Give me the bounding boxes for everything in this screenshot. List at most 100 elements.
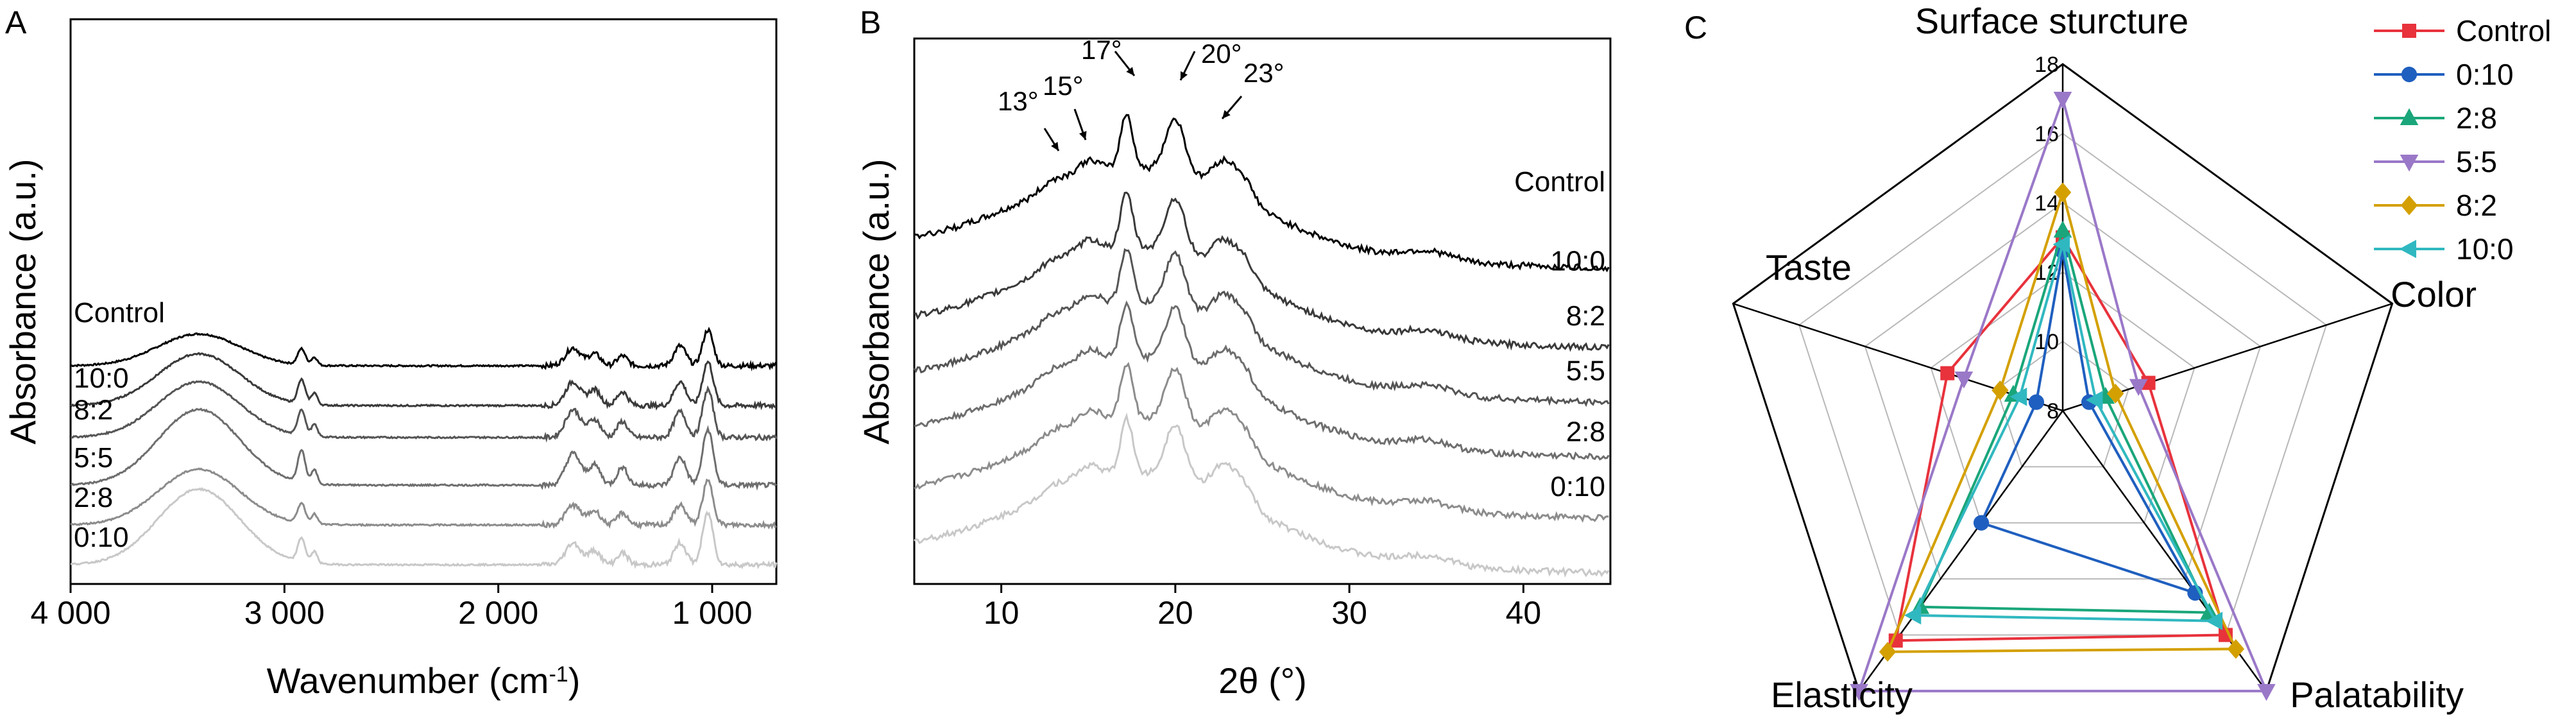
ftir-curve-label: 0:10 [74, 522, 129, 553]
peak-annotation: 17° [1081, 35, 1122, 65]
peak-arrow-head [1222, 110, 1231, 119]
radar-spoke [1733, 302, 2063, 412]
ftir-curve-label: 10:0 [74, 363, 129, 394]
xrd-curve-2:8 [914, 361, 1609, 523]
radar-point [2400, 108, 2419, 125]
x-tick-label: 40 [1506, 595, 1542, 631]
legend: Control 0:10 2:8 5:5 8:2 10:0 [2374, 14, 2551, 266]
radar-axis-label: Taste [1766, 247, 1852, 287]
panel-b-plot-frame [913, 37, 1612, 585]
radar-point [1940, 366, 1955, 381]
ftir-curve-0:10 [70, 487, 778, 570]
x-tick-label: 4 000 [30, 595, 110, 631]
ftir-curve-label: 8:2 [74, 395, 113, 426]
ftir-curve-5:5 [70, 407, 778, 491]
x-tick-label: 20 [1157, 595, 1193, 631]
xrd-curve-label: Control [1514, 166, 1605, 198]
legend-entry: 10:0 [2456, 232, 2514, 266]
x-tick-label: 30 [1331, 595, 1367, 631]
peak-arrow-head [1051, 142, 1059, 151]
radar-tick-label: 8 [2047, 399, 2059, 424]
radar-point [2009, 388, 2027, 406]
radar-axis-label: Surface sturcture [1915, 1, 2188, 41]
xrd-curve-label: 2:8 [1566, 416, 1605, 448]
panel-a-y-axis-title: Absorbance (a.u.) [3, 159, 43, 444]
ftir-curve-label: 5:5 [74, 442, 113, 474]
radar-point [2401, 66, 2418, 83]
xrd-curve-8:2 [913, 248, 1610, 407]
ftir-curve-label: 2:8 [74, 482, 113, 513]
panel-a-x-axis-title: Wavenumber (cm-1) [267, 660, 581, 701]
panel-a: A Control 10:08:2 5:5 2:8 0:10 4 000 3 000 2 0… [3, 4, 778, 701]
panel-a-letter: A [5, 4, 27, 40]
radar-point [2052, 235, 2070, 254]
ftir-curve-8:2 [70, 380, 778, 443]
radar-grid-ring [1864, 201, 2262, 580]
x-tick-label: 2 000 [458, 595, 538, 631]
radar-point [1879, 642, 1897, 662]
x-tick-label: 3 000 [244, 595, 325, 631]
panel-b-y-axis-title: Absorbance (a.u.) [856, 159, 896, 444]
radar-tick-label: 18 [2034, 53, 2059, 77]
radar-tick-label: 14 [2034, 191, 2059, 216]
radar-axis-label: Elasticity [1771, 674, 1913, 715]
radar-point [2218, 628, 2233, 642]
radar-point [2085, 391, 2103, 409]
radar-grid-ring [1930, 271, 2196, 524]
radar-axis-labels: Surface sturcture Color Palatability Elasti… [1766, 1, 2477, 715]
x-tick-label: 1 000 [672, 595, 752, 631]
radar-point [2399, 239, 2416, 259]
peak-annotation: 20° [1201, 39, 1242, 69]
radar-grid-ring [1798, 132, 2328, 636]
panel-b-annotations: 13°15° 17° 20°23° [998, 35, 1284, 151]
radar-series-8:2 [1885, 187, 2238, 653]
radar-point [2106, 383, 2124, 404]
radar-point [2205, 612, 2223, 630]
radar-point [2400, 195, 2418, 216]
ftir-curve-Control [70, 327, 778, 372]
radar-series-Control [1894, 235, 2228, 642]
radar-point [2053, 92, 2072, 109]
xrd-curve-label: 5:5 [1566, 356, 1605, 387]
peak-arrow-head [1181, 71, 1188, 80]
peak-annotation: 13° [998, 86, 1039, 116]
radar-axis-label: Palatability [2290, 674, 2464, 715]
peak-arrow-head [1079, 131, 1087, 140]
radar-point [1973, 515, 1990, 531]
radar-point [2227, 639, 2244, 659]
peak-annotation: 15° [1043, 71, 1084, 101]
panel-b-curves: Control 10:0 8:2 5:5 2:8 0:10 [913, 114, 1610, 578]
radar-point [2129, 379, 2148, 397]
radar-point [2402, 24, 2416, 38]
legend-entry: Control [2456, 14, 2551, 47]
peak-annotation: 23° [1243, 58, 1284, 88]
xrd-curve-label: 8:2 [1566, 300, 1605, 332]
panel-a-plot-frame [69, 18, 778, 585]
radar-point [1992, 380, 2009, 400]
legend-entry: 0:10 [2456, 58, 2514, 91]
radar-grid-ring [1996, 340, 2129, 468]
radar-point [2400, 155, 2419, 172]
radar-point [1954, 371, 1974, 389]
radar-series-10:0 [1912, 244, 2218, 622]
radar-axis-label: Color [2391, 274, 2477, 314]
radar-point [2054, 182, 2072, 203]
legend-entry: 2:8 [2456, 101, 2497, 135]
ftir-curve-10:0 [69, 352, 777, 411]
panel-b-x-axis-title: 2θ (°) [1218, 660, 1307, 701]
radar-point [1850, 683, 1868, 701]
radar-point [2053, 220, 2072, 238]
legend-entry: 5:5 [2456, 145, 2497, 178]
panel-a-curves: Control 10:08:2 5:5 2:8 0:10 [69, 297, 778, 570]
xrd-curve-label: 10:0 [1550, 246, 1605, 277]
radar-series-0:10 [1979, 251, 2198, 596]
ftir-curve-label: Control [74, 297, 165, 329]
radar-series-2:8 [1918, 225, 2212, 614]
radar-point [2028, 394, 2045, 410]
radar-series-5:5 [1857, 94, 2269, 692]
panel-b-x-ticks: 10 20 30 40 [984, 584, 1541, 631]
